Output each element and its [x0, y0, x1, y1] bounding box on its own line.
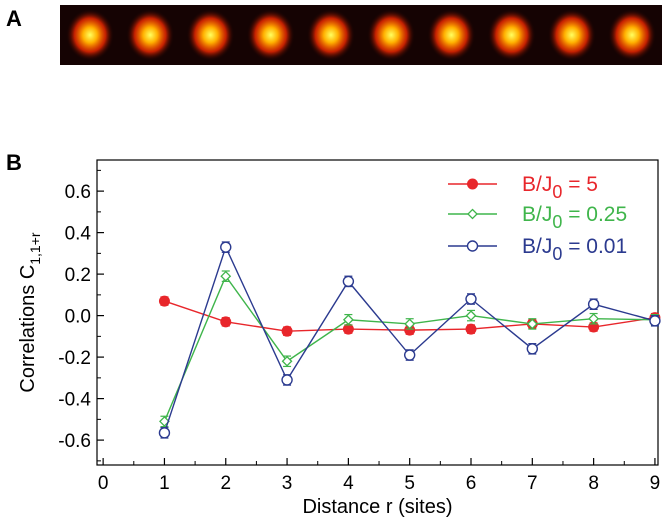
- data-point: [587, 298, 600, 310]
- series-line: [163, 274, 655, 422]
- series-line: [163, 245, 656, 434]
- ion-spot: [306, 9, 355, 61]
- y-tick-label: 0.6: [65, 182, 91, 203]
- data-point: [526, 318, 538, 330]
- ion-spot: [608, 9, 656, 61]
- ion-spot: [487, 9, 536, 61]
- data-point: [526, 343, 539, 355]
- ion-spot: [367, 9, 416, 61]
- y-tick-label: 0.2: [65, 265, 91, 286]
- legend-entry-suffix: = 0.01: [562, 235, 627, 258]
- legend-entry: B/J0 = 0.01: [522, 235, 627, 264]
- panel-a-label: A: [6, 6, 22, 31]
- data-point: [342, 314, 354, 326]
- legend-entry-main: B/J: [522, 235, 552, 258]
- data-point: [158, 427, 171, 439]
- data-point: [404, 318, 416, 330]
- legend-marker: [467, 178, 478, 190]
- data-point: [588, 313, 600, 325]
- x-tick-label: 5: [404, 473, 415, 494]
- legend-entry-suffix: = 5: [562, 173, 598, 196]
- y-tick-label: -0.2: [58, 348, 91, 369]
- legend-entry-subscript: 0: [552, 244, 562, 264]
- y-tick-label: 0.4: [65, 224, 92, 245]
- panel-b-label: B: [6, 150, 22, 175]
- data-point: [465, 323, 477, 335]
- ion-spot: [66, 9, 114, 61]
- x-tick-label: 9: [650, 473, 661, 494]
- legend-entry-subscript: 0: [552, 182, 562, 202]
- legend-entry-suffix: = 0.25: [562, 203, 627, 226]
- data-point: [281, 325, 293, 337]
- x-tick-label: 0: [98, 473, 109, 494]
- y-tick-label: -0.4: [58, 390, 91, 411]
- ion-fluorescence-image: [60, 5, 662, 65]
- legend-entry: B/J0 = 0.25: [522, 203, 627, 232]
- data-point: [220, 316, 232, 328]
- data-point: [465, 293, 477, 305]
- x-tick-label: 2: [220, 473, 231, 494]
- ion-spot: [126, 9, 175, 61]
- legend-entry-subscript: 0: [552, 212, 562, 232]
- ion-spot: [186, 9, 235, 61]
- data-point: [342, 275, 355, 288]
- x-tick-label: 3: [282, 473, 293, 494]
- legend-entry: B/J0 = 5: [522, 173, 598, 202]
- data-point: [158, 295, 170, 307]
- legend-marker: [466, 240, 479, 252]
- x-tick-label: 8: [588, 473, 599, 494]
- x-axis-title: Distance r (sites): [302, 496, 452, 518]
- ion-spot: [246, 9, 295, 61]
- y-axis-title-subscript: 1,1+r: [27, 232, 43, 265]
- x-tick-label: 1: [159, 473, 170, 494]
- ion-spot: [547, 9, 596, 61]
- data-point: [649, 315, 661, 327]
- ion-spot: [427, 9, 476, 61]
- legend-entry-main: B/J: [522, 173, 552, 196]
- plot-frame: [96, 159, 659, 466]
- legend-marker: [467, 208, 478, 220]
- y-axis-title-main: Correlations C: [17, 265, 39, 393]
- data-point: [159, 416, 170, 427]
- y-tick-label: -0.6: [58, 431, 91, 452]
- data-point: [465, 310, 477, 322]
- data-point: [281, 374, 293, 386]
- y-axis-title: Correlations C1,1+r: [17, 232, 43, 392]
- x-tick-label: 6: [466, 473, 477, 494]
- data-point: [220, 270, 232, 282]
- data-point: [403, 349, 416, 361]
- data-point: [281, 355, 293, 367]
- x-tick-label: 7: [527, 473, 538, 494]
- y-tick-label: 0.0: [65, 307, 91, 328]
- data-point: [342, 323, 354, 335]
- legend-entry-main: B/J: [522, 203, 552, 226]
- data-point: [220, 241, 232, 253]
- x-tick-label: 4: [343, 473, 354, 494]
